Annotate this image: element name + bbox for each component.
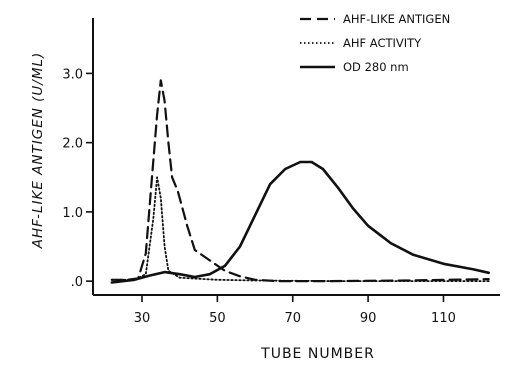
series-line-3 [110, 160, 490, 284]
y-axis-title: AHF-LIKE ANTIGEN (U/ML) [30, 52, 46, 250]
legend-label-2: AHF ACTIVITY [343, 36, 422, 50]
x-tick-label: 90 [360, 311, 377, 326]
y-tick-label: 2.0 [62, 137, 83, 152]
y-tick-label: 3.0 [62, 67, 83, 82]
series-layer [110, 79, 490, 284]
x-tick-label: 30 [134, 311, 151, 326]
x-axis-title: TUBE NUMBER [260, 346, 375, 362]
legend-label-1: AHF-LIKE ANTIGEN [343, 12, 450, 26]
ticks: 30 50 70 90 110 .0 1.0 2.0 3.0 [62, 67, 456, 326]
legend-label-3: OD 280 nm [343, 60, 409, 74]
y-tick-label: .0 [71, 275, 83, 290]
x-tick-label: 110 [431, 311, 456, 326]
x-tick-label: 70 [284, 311, 301, 326]
x-tick-label: 50 [209, 311, 226, 326]
series-line-2 [110, 176, 490, 282]
y-tick-label: 1.0 [62, 206, 83, 221]
axes [92, 18, 500, 296]
legend: AHF-LIKE ANTIGEN AHF ACTIVITY OD 280 nm [300, 12, 450, 74]
series-line-1 [110, 79, 490, 283]
